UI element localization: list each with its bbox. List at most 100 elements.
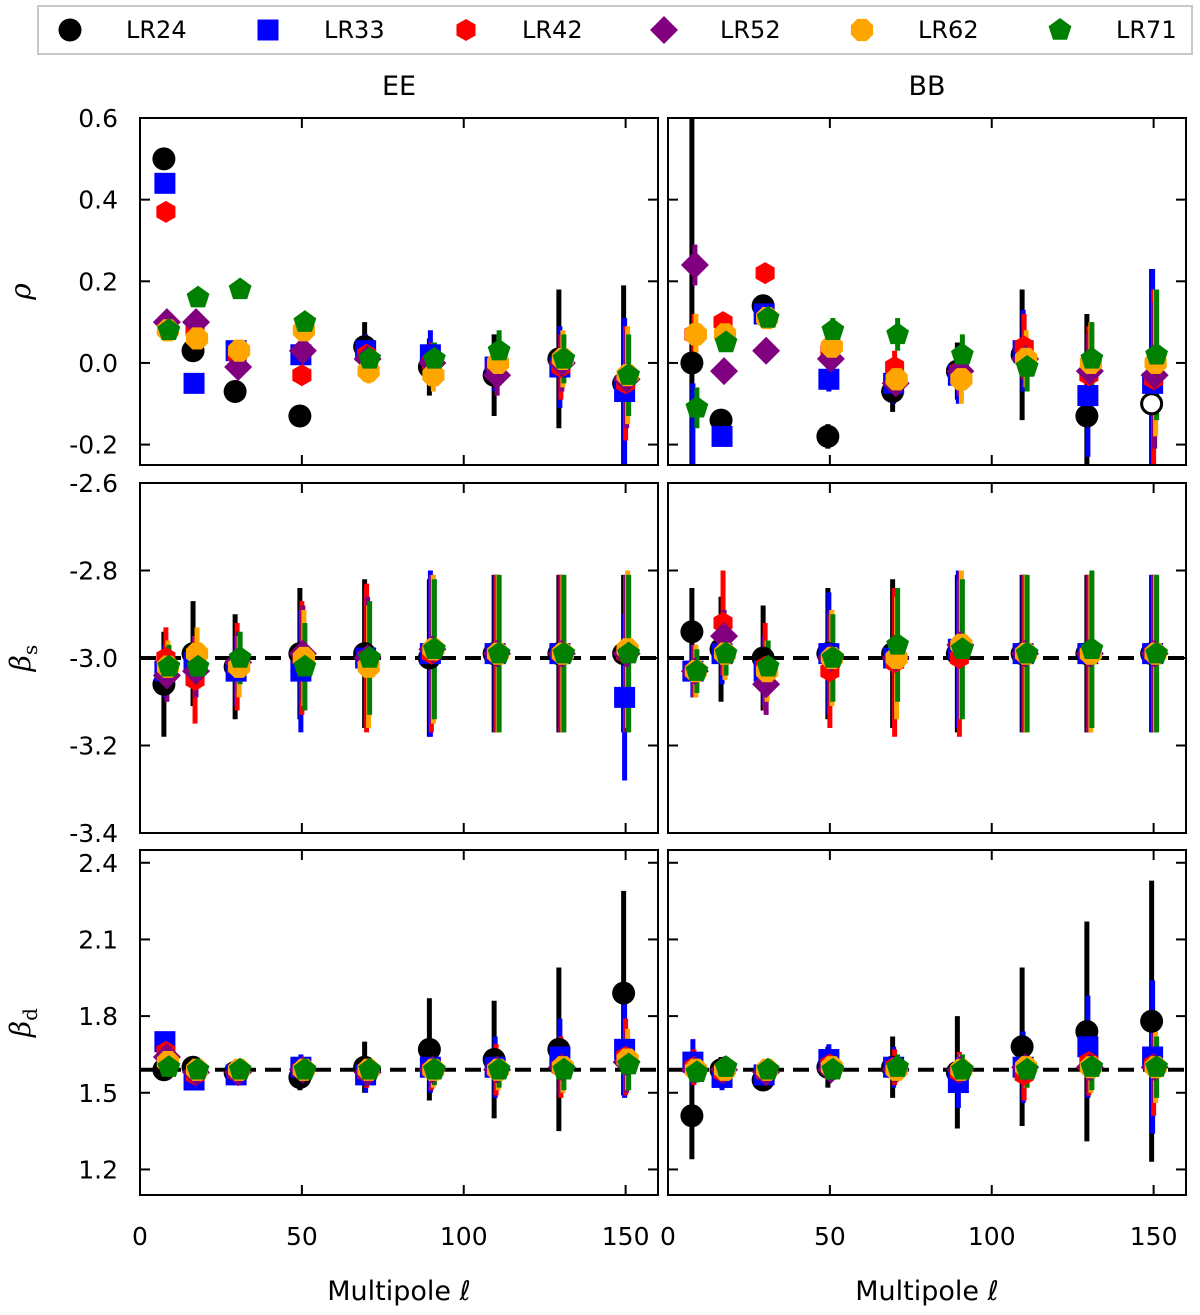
- y-axis-label-beta_s: βs: [4, 645, 42, 672]
- data-point-lr71: [487, 1057, 511, 1080]
- data-point-lr52: [710, 622, 739, 651]
- data-point-lr71: [487, 338, 511, 361]
- data-point-lr71: [422, 1057, 446, 1080]
- data-point-lr71: [422, 346, 446, 369]
- data-point-lr71: [756, 306, 780, 328]
- x-tick-label: 0: [132, 1222, 148, 1251]
- y-axis-label-rho: ρ: [4, 283, 37, 301]
- data-point-lr24: [680, 620, 704, 644]
- data-point-lr24: [680, 1104, 704, 1128]
- data-point-lr52: [288, 336, 317, 365]
- x-tick-label: 100: [440, 1222, 488, 1251]
- legend-item-lr62: LR62: [850, 16, 979, 44]
- x-tick-label: 50: [814, 1222, 846, 1251]
- data-point-lr71: [1080, 1055, 1104, 1077]
- data-point-lr33: [154, 172, 176, 194]
- data-point-lr24: [417, 1037, 441, 1061]
- y-tick-label: 1.8: [78, 1002, 118, 1031]
- data-point-lr71: [186, 1057, 210, 1080]
- data-point-lr71: [714, 641, 738, 664]
- data-point-lr24: [816, 424, 840, 448]
- panel-frame: [667, 849, 1187, 1196]
- legend-label: LR24: [126, 16, 187, 44]
- data-point-lr24: [612, 981, 636, 1005]
- legend-marker-lr42: [456, 19, 476, 41]
- data-point-lr71: [714, 330, 738, 353]
- plot-area: [140, 570, 658, 781]
- data-point-lr52: [710, 357, 739, 386]
- x-tick-label: 0: [660, 1222, 676, 1251]
- panel-ee-beta_s: -2.6 -2.8 -3.0 -3.2 -3.4: [69, 469, 659, 848]
- y-tick-label: 2.4: [78, 849, 118, 878]
- legend-marker-lr52: [650, 16, 678, 44]
- data-point-lr71: [1015, 1057, 1039, 1080]
- y-tick-label: -3.0: [69, 644, 118, 673]
- data-point-lr71: [552, 1057, 576, 1080]
- column-title-bb: BB: [908, 71, 945, 102]
- data-point-lr71: [821, 646, 845, 668]
- data-point-lr33: [1077, 1036, 1099, 1058]
- y-tick-label: -3.2: [69, 732, 118, 761]
- plot-area: [680, 118, 1169, 516]
- data-point-lr24: [1075, 404, 1099, 428]
- y-tick-label: 0.4: [78, 186, 118, 215]
- data-point-lr71: [186, 285, 210, 308]
- y-tick-label: -0.2: [69, 431, 118, 460]
- data-point-lr62: [820, 335, 843, 358]
- data-point-lr71: [821, 1057, 845, 1080]
- data-point-lr71: [950, 637, 974, 659]
- plot-area: [668, 880, 1186, 1162]
- plot-area: [668, 570, 1186, 737]
- data-point-lr33: [183, 372, 205, 394]
- data-point-lr24: [152, 147, 176, 171]
- data-point-lr71: [186, 654, 210, 677]
- panel-ee-beta_d: 0 50 100 150 2.4 2.1 1.8 1.5 1.2: [78, 849, 659, 1251]
- data-point-lr62: [885, 368, 908, 391]
- legend-item-lr24: LR24: [58, 16, 187, 44]
- y-tick-label: 2.1: [78, 925, 118, 954]
- y-tick-label: 1.5: [78, 1079, 118, 1108]
- data-point-lr71: [714, 1055, 738, 1077]
- legend-label: LR42: [522, 16, 583, 44]
- x-tick-label: 100: [968, 1222, 1016, 1251]
- data-point-lr24: [1010, 1035, 1034, 1059]
- panel-bb-beta_d: 0 50 100 150: [660, 849, 1187, 1251]
- legend-item-lr33: LR33: [257, 16, 385, 44]
- data-point-lr71: [821, 318, 845, 340]
- data-point-lr71: [358, 346, 382, 369]
- data-point-lr71: [1080, 346, 1104, 369]
- data-point-lr24: [680, 351, 704, 375]
- x-axis-label: Multipole ℓ: [855, 1276, 999, 1307]
- data-point-lr71: [617, 1052, 641, 1075]
- data-point-lr71: [685, 395, 709, 418]
- y-tick-label: 0.6: [78, 104, 118, 133]
- data-point-lr42: [156, 200, 176, 223]
- data-point-lr42: [292, 364, 312, 387]
- legend-label: LR33: [324, 16, 385, 44]
- data-point-lr33: [1077, 385, 1099, 407]
- data-point-lr71: [487, 641, 511, 664]
- panel-bb-beta_s: [667, 482, 1187, 834]
- data-point-lr52: [752, 336, 781, 365]
- data-point-lr71: [886, 1055, 910, 1077]
- data-point-lr33: [614, 686, 636, 708]
- y-tick-label: -3.4: [69, 819, 118, 848]
- y-tick-label: -2.6: [69, 469, 118, 498]
- data-point-lr71: [157, 1055, 181, 1077]
- y-tick-label: 0.2: [78, 267, 118, 296]
- data-point-lr71: [756, 1057, 780, 1080]
- legend-marker-lr62: [850, 18, 874, 42]
- data-point-lr71: [886, 632, 910, 655]
- panel-frame: [139, 482, 659, 834]
- data-point-lr24: [288, 404, 312, 428]
- y-tick-label: -2.8: [69, 557, 118, 586]
- data-point-lr42: [755, 262, 775, 285]
- data-point-lr71: [552, 346, 576, 369]
- data-point-lr33: [682, 495, 703, 516]
- data-point-lr71: [886, 322, 910, 345]
- data-point-lr71: [422, 637, 446, 659]
- data-point-lr71: [685, 1060, 709, 1083]
- data-point-lr71: [1015, 355, 1039, 377]
- data-point-lr52: [680, 250, 709, 279]
